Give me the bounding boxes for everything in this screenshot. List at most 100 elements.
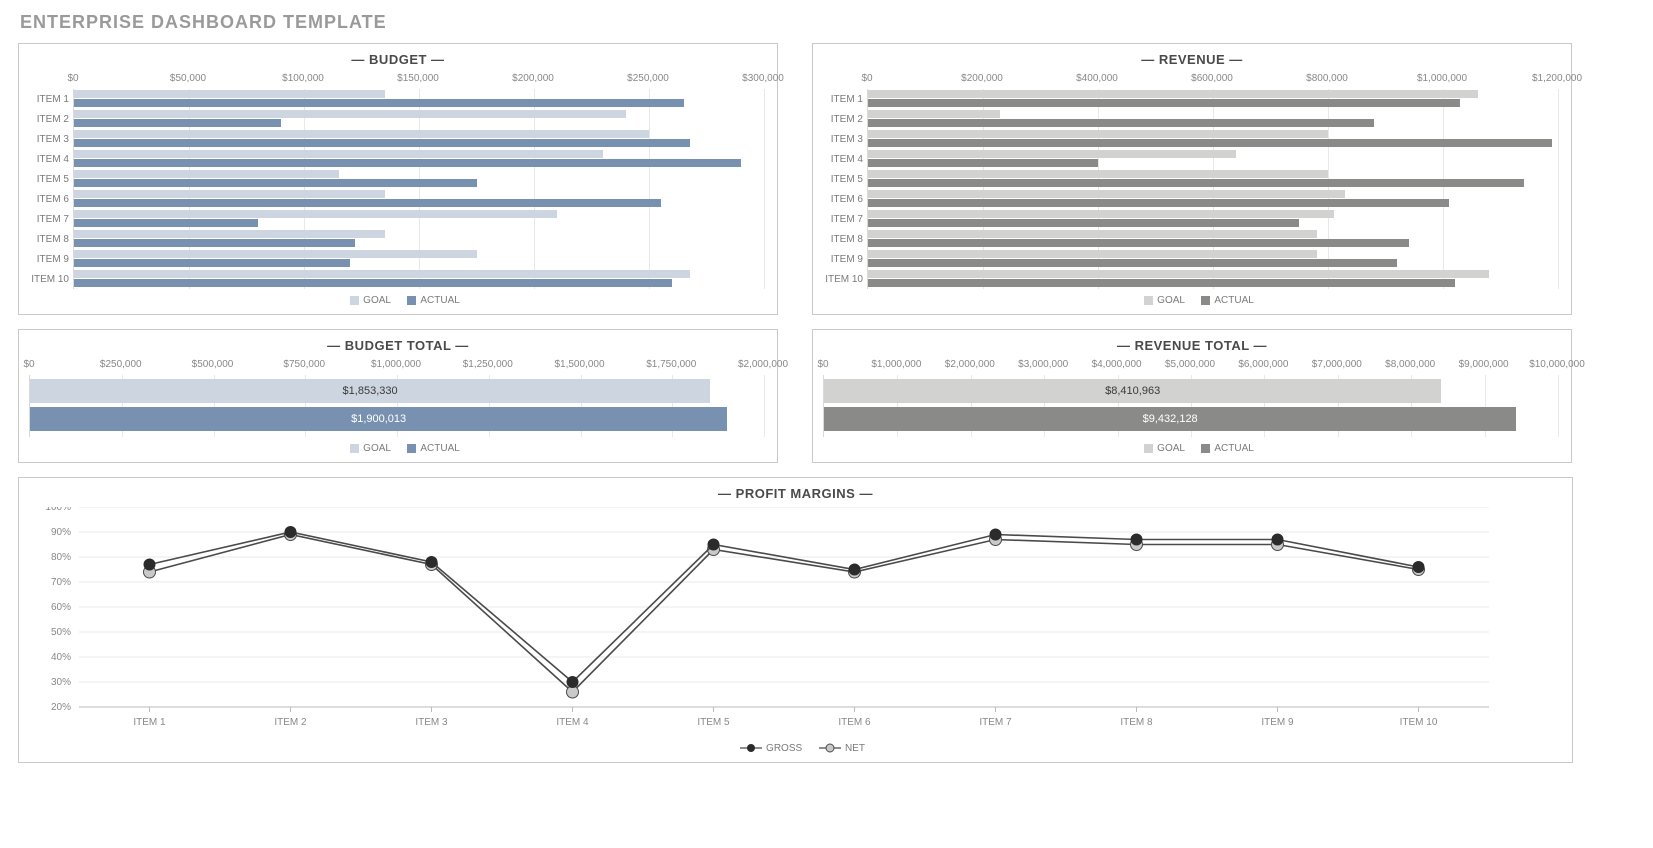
revenue-total-bars: $8,410,963$9,432,128 (823, 375, 1558, 437)
svg-text:ITEM 8: ITEM 8 (1120, 717, 1153, 728)
total-bar-goal: $1,853,330 (30, 379, 710, 403)
legend-label-goal: GOAL (363, 295, 390, 306)
legend-label-goal: GOAL (1157, 295, 1184, 306)
profit-margins-chart: 20%30%40%50%60%70%80%90%100%ITEM 1ITEM 2… (29, 507, 1562, 737)
svg-text:ITEM 10: ITEM 10 (1400, 717, 1438, 728)
svg-text:ITEM 7: ITEM 7 (979, 717, 1012, 728)
bar-track (73, 209, 767, 229)
bar-goal (868, 90, 1478, 98)
bar-track (73, 249, 767, 269)
bar-actual (74, 139, 690, 147)
axis-tick: $800,000 (1306, 73, 1348, 84)
axis-tick: $1,750,000 (646, 359, 696, 370)
revenue-legend: GOAL ACTUAL (823, 289, 1561, 308)
bar-track (73, 129, 767, 149)
legend-label-actual: ACTUAL (1214, 295, 1253, 306)
legend-label-actual: ACTUAL (420, 443, 459, 454)
legend-swatch-actual (1201, 296, 1210, 305)
svg-text:40%: 40% (51, 652, 71, 663)
bar-actual (868, 219, 1299, 227)
bar-row-label: ITEM 3 (29, 129, 73, 149)
budget-total-panel: BUDGET TOTAL $0$250,000$500,000$750,000$… (18, 329, 778, 463)
axis-tick: $200,000 (961, 73, 1003, 84)
axis-tick: $10,000,000 (1529, 359, 1585, 370)
bar-track (73, 229, 767, 249)
bar-row: ITEM 8 (29, 229, 767, 249)
legend-marker-gross (740, 743, 762, 753)
revenue-total-legend: GOAL ACTUAL (823, 437, 1561, 456)
line-marker (849, 564, 861, 576)
bar-actual (74, 179, 477, 187)
revenue-total-title: REVENUE TOTAL (823, 338, 1561, 353)
line-marker (708, 539, 720, 551)
axis-tick: $150,000 (397, 73, 439, 84)
axis-tick: $250,000 (627, 73, 669, 84)
legend-swatch-actual (407, 296, 416, 305)
bar-actual (74, 119, 281, 127)
axis-tick: $2,000,000 (945, 359, 995, 370)
revenue-chart-panel: REVENUE $0$200,000$400,000$600,000$800,0… (812, 43, 1572, 315)
axis-tick: $1,200,000 (1532, 73, 1582, 84)
revenue-bars: ITEM 1ITEM 2ITEM 3ITEM 4ITEM 5ITEM 6ITEM… (823, 89, 1561, 289)
bar-goal (74, 250, 477, 258)
total-bar-goal: $8,410,963 (824, 379, 1441, 403)
bar-row-label: ITEM 6 (29, 189, 73, 209)
svg-text:100%: 100% (45, 507, 71, 513)
bar-track (867, 209, 1561, 229)
bar-track (867, 89, 1561, 109)
bar-track (867, 109, 1561, 129)
bar-row-label: ITEM 8 (823, 229, 867, 249)
bar-track (73, 189, 767, 209)
bar-actual (868, 119, 1374, 127)
bar-goal (74, 190, 385, 198)
bar-row: ITEM 7 (29, 209, 767, 229)
line-marker (426, 556, 438, 568)
budget-total-bars: $1,853,330$1,900,013 (29, 375, 764, 437)
line-marker (1272, 534, 1284, 546)
legend-label-net: NET (845, 743, 865, 754)
bar-row: ITEM 4 (29, 149, 767, 169)
bar-row: ITEM 4 (823, 149, 1561, 169)
line-marker (990, 529, 1002, 541)
bar-row: ITEM 10 (29, 269, 767, 289)
line-marker (1131, 534, 1143, 546)
svg-text:60%: 60% (51, 602, 71, 613)
bar-goal (868, 130, 1328, 138)
bar-actual (868, 239, 1409, 247)
bar-row-label: ITEM 2 (823, 109, 867, 129)
line-marker (567, 676, 579, 688)
bar-row: ITEM 5 (823, 169, 1561, 189)
axis-tick: $1,000,000 (1417, 73, 1467, 84)
axis-tick: $2,000,000 (738, 359, 788, 370)
bar-track (867, 269, 1561, 289)
bar-goal (74, 210, 557, 218)
axis-tick: $4,000,000 (1092, 359, 1142, 370)
axis-tick: $7,000,000 (1312, 359, 1362, 370)
bar-row-label: ITEM 2 (29, 109, 73, 129)
bar-actual (868, 279, 1455, 287)
bar-track (867, 249, 1561, 269)
legend-label-gross: GROSS (766, 743, 802, 754)
budget-total-legend: GOAL ACTUAL (29, 437, 767, 456)
bar-track (73, 269, 767, 289)
svg-text:ITEM 9: ITEM 9 (1261, 717, 1294, 728)
bar-actual (74, 159, 741, 167)
bar-row-label: ITEM 4 (29, 149, 73, 169)
bar-row: ITEM 3 (823, 129, 1561, 149)
revenue-chart-title: REVENUE (823, 52, 1561, 67)
bar-track (867, 129, 1561, 149)
revenue-total-xaxis: $0$1,000,000$2,000,000$3,000,000$4,000,0… (823, 359, 1557, 375)
legend-label-actual: ACTUAL (420, 295, 459, 306)
budget-bars: ITEM 1ITEM 2ITEM 3ITEM 4ITEM 5ITEM 6ITEM… (29, 89, 767, 289)
profit-margins-legend: GROSS NET (29, 737, 1562, 756)
bar-goal (74, 110, 626, 118)
line-marker (144, 559, 156, 571)
budget-xaxis: $0$50,000$100,000$150,000$200,000$250,00… (73, 73, 763, 89)
legend-label-goal: GOAL (363, 443, 390, 454)
svg-text:70%: 70% (51, 577, 71, 588)
bar-actual (868, 159, 1098, 167)
bar-track (867, 229, 1561, 249)
bar-goal (868, 110, 1000, 118)
bar-track (73, 89, 767, 109)
axis-tick: $400,000 (1076, 73, 1118, 84)
